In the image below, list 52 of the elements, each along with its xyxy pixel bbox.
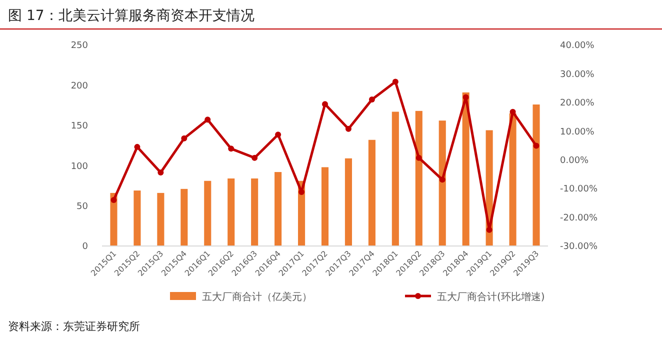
y2-tick-label: 0.00%: [560, 156, 590, 166]
bar: [157, 192, 164, 246]
point: [298, 189, 305, 196]
point: [439, 176, 446, 183]
bar: [134, 190, 141, 246]
bar: [368, 140, 376, 246]
bar: [344, 158, 352, 246]
y-tick-label: 150: [70, 122, 88, 132]
bar: [274, 172, 282, 246]
point: [181, 135, 188, 142]
bar: [532, 104, 540, 246]
point: [416, 154, 422, 161]
bar: [204, 180, 212, 246]
bar: [251, 178, 258, 246]
y-tick-label: 50: [76, 202, 88, 212]
legend-label: 五大厂商合计(环比增速): [437, 291, 545, 303]
bar: [438, 120, 446, 246]
point: [392, 78, 398, 85]
point: [462, 94, 469, 100]
bar: [509, 113, 516, 246]
y-tick-label: 200: [70, 81, 88, 92]
bar: [462, 92, 470, 246]
point: [134, 144, 140, 150]
bar: [228, 178, 235, 246]
legend-label: 五大厂商合计（亿美元）: [202, 291, 312, 303]
text: 资料来源：东莞证券研究所: [8, 320, 140, 333]
bar: [415, 110, 422, 246]
y2-tick-label: -20.00%: [560, 213, 598, 224]
y-tick-label: 100: [70, 162, 88, 172]
y2-tick-label: 20.00%: [560, 98, 595, 109]
point: [368, 96, 375, 103]
point: [204, 116, 211, 123]
point: [252, 154, 258, 161]
point: [510, 108, 516, 115]
y2-tick-label: -10.00%: [560, 184, 598, 195]
y-tick-label: 250: [70, 41, 88, 52]
point: [275, 132, 282, 138]
bar: [180, 188, 188, 246]
y2-tick-label: 30.00%: [560, 70, 595, 80]
bar: [392, 112, 399, 246]
point: [345, 126, 352, 132]
point: [158, 169, 164, 176]
y-tick-label: 0: [82, 242, 88, 252]
point: [110, 197, 117, 204]
y2-tick-label: 10.00%: [560, 127, 595, 138]
y2-tick-label: 40.00%: [560, 41, 595, 52]
point: [322, 101, 328, 108]
point: [533, 142, 540, 149]
point: [228, 146, 234, 152]
chart-title: 图 17：北美云计算服务商资本开支情况: [8, 8, 254, 24]
y2-tick-label: -30.00%: [560, 242, 598, 252]
bar: [321, 167, 329, 246]
